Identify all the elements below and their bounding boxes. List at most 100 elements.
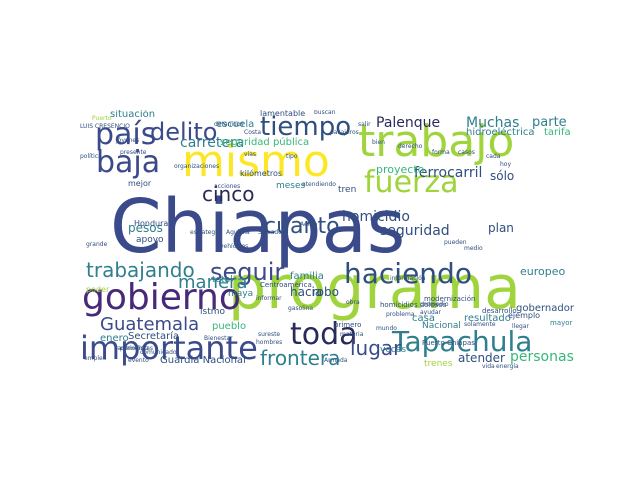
- word-haciendo: haciendo: [344, 257, 472, 290]
- word-desarrollo: desarrollo: [482, 307, 517, 315]
- word-ejemplo: ejemplo: [508, 311, 541, 320]
- word-acciones: acciones: [214, 183, 241, 190]
- word-personas: personas: [510, 349, 574, 365]
- word-mayor: mayor: [550, 319, 573, 327]
- word-delito: delito: [150, 118, 218, 146]
- word-llegar: llegar: [512, 323, 529, 330]
- word-solo: sólo: [490, 169, 515, 183]
- word-atender: atender: [458, 351, 505, 365]
- word-mismo: mismo: [182, 136, 330, 187]
- word-salir: salir: [358, 121, 371, 128]
- word-cinco: cinco: [202, 182, 255, 206]
- word-vias: vías: [244, 151, 257, 158]
- word-puerto-chiapas: Puerto Chiapas: [422, 339, 475, 347]
- word-materia: materia: [340, 331, 364, 338]
- word-mundo: mundo: [376, 325, 397, 332]
- word-gasolina: gasolina: [288, 305, 314, 312]
- word-forma: forma: [432, 149, 450, 156]
- word-familia: familia: [290, 271, 324, 282]
- word-casa: casa: [412, 313, 435, 324]
- word-mejor: mejor: [128, 179, 152, 188]
- word-fuerza: fuerza: [364, 165, 459, 200]
- word-parte: parte: [532, 115, 567, 130]
- word-poder: poder: [86, 285, 110, 294]
- word-casos: casos: [458, 149, 475, 156]
- word-muchas: Muchas: [466, 115, 520, 131]
- word-gobernador: gobernador: [516, 303, 574, 314]
- word-informar: informar: [256, 295, 282, 302]
- word-gobierno: gobierno: [82, 277, 241, 318]
- word-comunicado: comunicado: [140, 349, 177, 356]
- word-guardia-nacional: Guardia Nacional: [160, 355, 246, 366]
- word-vehiculos: vehículos: [220, 243, 249, 250]
- word-lamentable: lamentable: [260, 110, 306, 118]
- word-tren: tren: [338, 185, 357, 195]
- word-centroamerica: Centroamérica: [260, 281, 312, 289]
- word-resultado: resultado: [464, 313, 511, 324]
- word-pueden: pueden: [444, 239, 467, 246]
- word-hidroelectrica: hidroeléctrica: [466, 127, 535, 138]
- word-cada: cada: [486, 153, 501, 160]
- word-trabajando: trabajando: [86, 258, 195, 282]
- word-maya: maya: [228, 289, 254, 299]
- word-tarifa: tarifa: [544, 127, 571, 138]
- word-primero: primero: [334, 321, 362, 329]
- word-trabajo: trabajo: [358, 116, 515, 167]
- word-europeo: europeo: [520, 265, 566, 278]
- word-medio: medio: [464, 245, 483, 252]
- word-organizaciones: organizaciones: [174, 163, 220, 170]
- word-buscan: buscan: [314, 110, 336, 116]
- word-puerto: Puerto: [92, 115, 112, 122]
- word-carretera: carretera: [180, 135, 245, 151]
- word-meses: meses: [276, 181, 306, 191]
- word-enero: enero: [100, 333, 129, 344]
- word-servicio: Parlamento: [114, 345, 149, 352]
- word-obra: obra: [346, 299, 360, 306]
- word-homicidios-dolosos: homicidios dolosos: [380, 301, 447, 309]
- word-aerea: Aérea: [300, 221, 318, 228]
- word-bien: bien: [372, 139, 385, 146]
- word-atendiendo: atendiendo: [302, 181, 336, 188]
- word-proyecto: proyecto: [376, 163, 425, 176]
- word-ferrocarril: ferrocarril: [414, 165, 483, 181]
- word-grande: grande: [86, 241, 108, 248]
- word-informacion: información: [390, 275, 426, 282]
- word-estrategia: estrategia: [190, 229, 221, 236]
- word-manera: manera: [178, 272, 248, 293]
- word-vida: vida: [482, 363, 495, 370]
- word-trenes: trenes: [424, 359, 453, 369]
- word-seguridad: seguridad: [380, 223, 450, 239]
- word-total: total: [212, 275, 233, 285]
- word-aeropuerto: homicidio: [342, 209, 410, 225]
- word-empleo: empleo: [84, 355, 107, 362]
- word-escuela: escuela: [216, 119, 255, 130]
- word-tipo: tipo: [286, 153, 298, 160]
- word-frontera: frontera: [260, 346, 341, 370]
- word-promedio: promedio: [420, 301, 449, 308]
- word-guatemala: Guatemala: [100, 314, 200, 335]
- word-chiapas: Chiapas: [110, 184, 406, 270]
- word-pais: país: [95, 117, 157, 152]
- word-seguir: seguir: [210, 258, 285, 286]
- word-tapachula: Tapachula: [392, 325, 533, 358]
- word-veces: veces: [380, 345, 407, 355]
- word-aguililla: Aguililla: [226, 229, 250, 236]
- word-honduras: Honduras: [134, 219, 173, 228]
- word-importante: importante: [80, 329, 258, 367]
- word-cuanto: cuanto: [264, 214, 340, 239]
- word-seguridad-publica: seguridad pública: [220, 137, 310, 148]
- word-tiempo: tiempo: [260, 112, 352, 142]
- word-evento: evento: [128, 357, 149, 364]
- word-hombres: hombres: [256, 339, 283, 346]
- word-salvador: Salvador: [258, 229, 285, 236]
- word-armada: Armada: [324, 357, 348, 364]
- word-bienestar: Bienestar: [204, 335, 233, 342]
- word-palenque: Palenque: [376, 115, 441, 131]
- word-cloud: Chiapas programa mismo trabajo gobierno …: [80, 110, 577, 370]
- word-pueblo: pueblo: [212, 321, 247, 332]
- word-nacional: Nacional: [422, 321, 461, 331]
- word-plan: plan: [488, 221, 514, 235]
- word-derecho: derecho: [398, 143, 423, 150]
- word-ayudar: ayudar: [420, 309, 441, 316]
- word-pesos: pesos: [128, 221, 163, 235]
